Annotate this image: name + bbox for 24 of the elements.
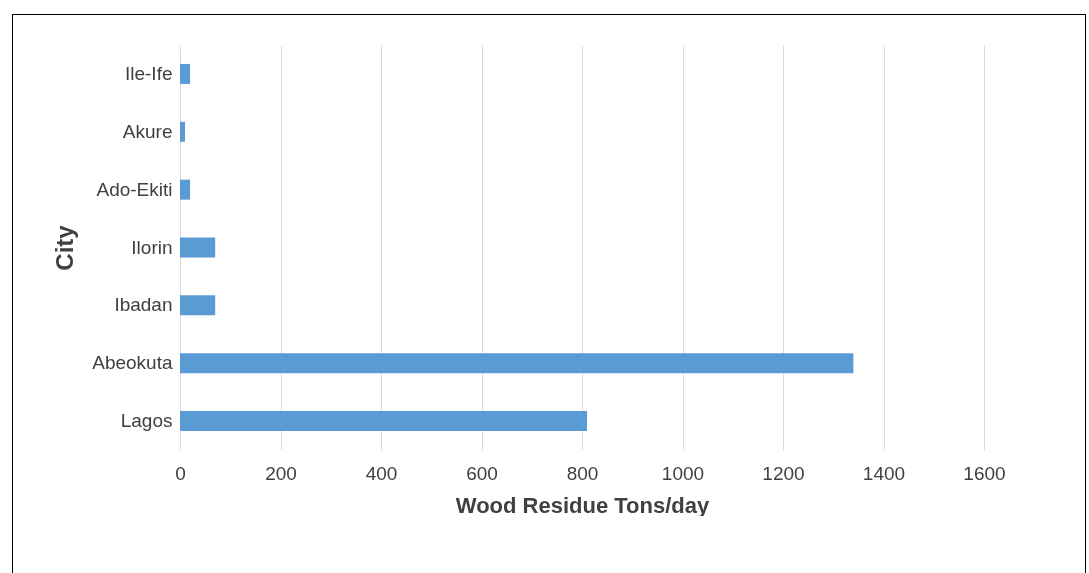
x-tick-label: 0 [175,462,186,484]
y-axis-title: City [51,224,79,271]
bar [180,63,191,84]
bar [180,179,191,200]
y-tick-label: Akure [122,120,173,142]
y-tick-label: Ibadan [114,294,173,316]
x-tick-label: 1400 [862,462,906,484]
bar [180,353,854,374]
x-tick-label: 600 [466,462,498,484]
x-tick-label: 1600 [963,462,1006,484]
bar [180,411,588,432]
x-tick-label: 200 [265,462,297,484]
y-tick-label: Ado-Ekiti [96,178,173,200]
x-tick-label: 1200 [762,462,805,484]
x-tick-label: 1000 [661,462,705,484]
y-tick-label: Lagos [120,410,173,432]
bar [180,121,186,142]
x-tick-label: 400 [365,462,398,484]
y-tick-label: Ilorin [131,236,173,258]
bar [180,295,216,316]
y-tick-label: Ile-Ife [124,62,173,84]
x-tick-label: 800 [566,462,599,484]
y-tick-label: Abeokuta [92,352,173,374]
bar [180,237,216,258]
